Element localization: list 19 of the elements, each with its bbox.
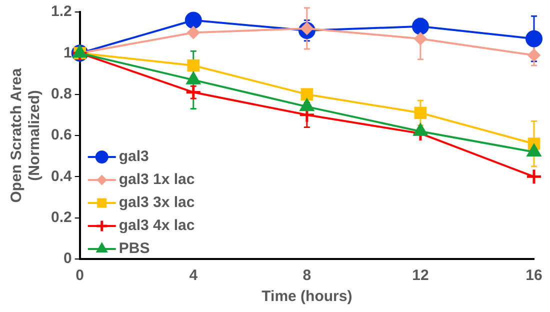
y-tick-label: 0	[64, 250, 72, 268]
y-tick-label: 0.2	[50, 208, 72, 226]
y-axis-title: Open Scratch Area (Normalized)	[8, 68, 44, 203]
legend-label: gal3	[118, 148, 149, 166]
y-tick-label: 0.4	[50, 168, 72, 185]
x-tick-label: 16	[526, 267, 542, 284]
legend-label: gal3 4x lac	[118, 217, 195, 234]
x-tick-label: 8	[302, 267, 312, 284]
y-tick-label: 0.8	[50, 85, 72, 102]
x-tick-label: 12	[412, 267, 429, 284]
x-tick-label: 4	[189, 267, 198, 284]
y-tick-label: 1	[64, 44, 72, 62]
x-tick-label: 0	[76, 267, 84, 284]
legend-label: PBS	[118, 240, 150, 258]
y-tick-label: 0.6	[50, 126, 72, 144]
y-tick-label: 1.2	[50, 3, 72, 20]
x-axis-title: Time (hours)	[262, 288, 352, 306]
legend-label: gal3 1x lac	[118, 171, 195, 188]
legend-label: gal3 3x lac	[118, 194, 195, 212]
